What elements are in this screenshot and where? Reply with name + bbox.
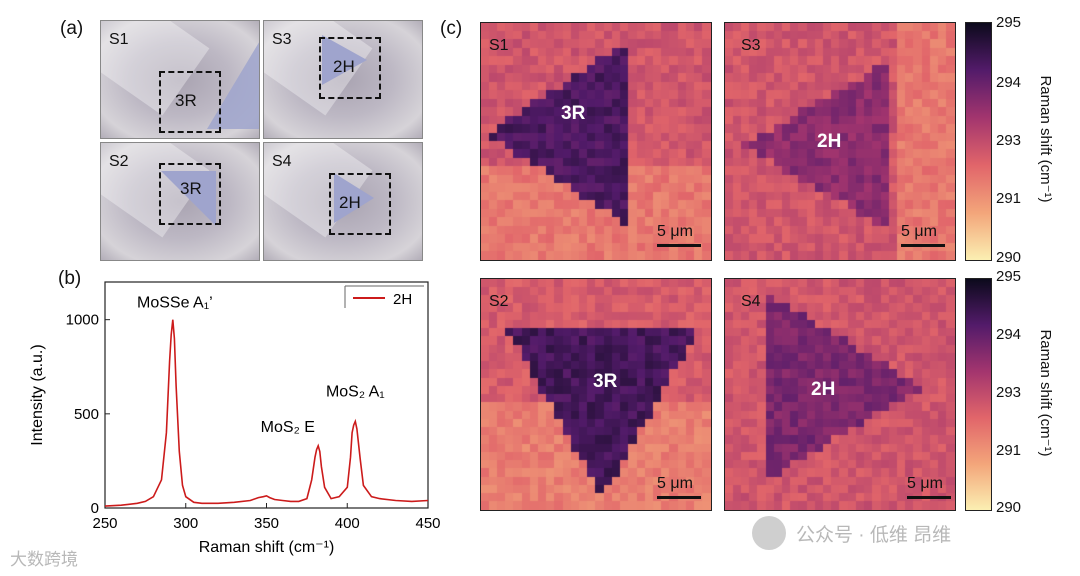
raman-map-s3: S3 2H 5 μm <box>724 22 956 261</box>
colorbar-tick: 291 <box>996 190 1022 207</box>
stack-label: 2H <box>333 57 355 76</box>
colorbar-bottom <box>965 278 992 511</box>
peak-label-mos2-e: MoS₂ E <box>261 419 315 436</box>
image-tag: S1 <box>109 31 129 48</box>
panel-c-label: (c) <box>440 18 463 39</box>
map-stack-label: 2H <box>817 131 842 152</box>
scale-bar <box>657 244 701 247</box>
watermark-left: 大数跨境 <box>10 550 78 569</box>
map-tag: S3 <box>741 37 761 54</box>
raman-spectrum-chart: 250 300 350 400 450 0 500 1000 Raman shift (cm⁻¹… <box>29 281 440 556</box>
x-tick-label: 400 <box>335 515 360 532</box>
colorbar-tick: 294 <box>996 74 1022 91</box>
micrograph-s4: S4 2H <box>263 142 423 261</box>
raman-map-s4: S4 2H 5 μm <box>724 278 956 511</box>
micrograph-s2: S2 3R <box>100 142 260 261</box>
x-tick-label: 300 <box>173 515 198 532</box>
map-stack-label: 3R <box>561 103 586 124</box>
series-line <box>104 319 429 507</box>
panel-a-label: (a) <box>60 18 84 39</box>
region-box <box>159 71 221 133</box>
map-tag: S1 <box>489 37 509 54</box>
image-tag: S3 <box>272 31 292 48</box>
colorbar-tick: 290 <box>996 249 1022 266</box>
map-tag: S4 <box>741 293 761 310</box>
colorbar-label: Raman shift (cm⁻¹) <box>1037 75 1054 203</box>
colorbar-tick: 293 <box>996 384 1022 401</box>
colorbar-tick: 295 <box>996 14 1022 31</box>
y-axis-label: Intensity (a.u.) <box>29 344 46 445</box>
scale-bar <box>901 244 945 247</box>
scale-bar-label: 5 μm <box>907 475 943 492</box>
wechat-icon <box>752 516 786 550</box>
scale-bar-label: 5 μm <box>657 475 693 492</box>
x-tick-label: 350 <box>254 515 279 532</box>
colorbar-tick: 293 <box>996 132 1022 149</box>
raman-map-s1: S1 3R 5 μm <box>480 22 712 261</box>
map-tag: S2 <box>489 293 509 310</box>
peak-label-mos2-a1: MoS₂ A₁ <box>326 383 385 400</box>
micrograph-s1: S1 3R <box>100 20 260 139</box>
raman-map-s2: S2 3R 5 μm <box>480 278 712 511</box>
x-tick-label: 450 <box>415 515 440 532</box>
y-tick-label: 500 <box>74 406 99 423</box>
y-tick-label: 1000 <box>66 312 99 329</box>
map-stack-label: 3R <box>593 371 618 392</box>
scale-bar <box>657 496 701 499</box>
legend-label: 2H <box>393 291 412 308</box>
colorbar-tick: 290 <box>996 499 1022 516</box>
panel-b-label: (b) <box>58 268 82 289</box>
image-tag: S2 <box>109 153 129 170</box>
peak-label-mosse-a1: MoSSe A₁’ <box>137 295 213 312</box>
watermark-right: 公众号 · 低维 昂维 <box>796 525 952 546</box>
map-stack-label: 2H <box>811 379 836 400</box>
x-tick-label: 250 <box>92 515 117 532</box>
region-box <box>329 173 391 235</box>
x-axis-label: Raman shift (cm⁻¹) <box>199 539 335 556</box>
scale-bar-label: 5 μm <box>657 223 693 240</box>
y-tick-label: 0 <box>91 500 99 517</box>
image-tag: S4 <box>272 153 292 170</box>
colorbar-tick: 294 <box>996 326 1022 343</box>
region-box <box>319 37 381 99</box>
micrograph-s3: S3 2H <box>263 20 423 139</box>
colorbar-tick: 295 <box>996 268 1022 285</box>
colorbar-tick: 291 <box>996 442 1022 459</box>
colorbar-top <box>965 22 992 261</box>
colorbar-label: Raman shift (cm⁻¹) <box>1037 329 1054 457</box>
stack-label: 2H <box>339 193 361 212</box>
stack-label: 3R <box>175 91 197 110</box>
scale-bar-label: 5 μm <box>901 223 937 240</box>
region-box <box>159 163 221 225</box>
stack-label: 3R <box>180 179 202 198</box>
scale-bar <box>907 496 951 499</box>
